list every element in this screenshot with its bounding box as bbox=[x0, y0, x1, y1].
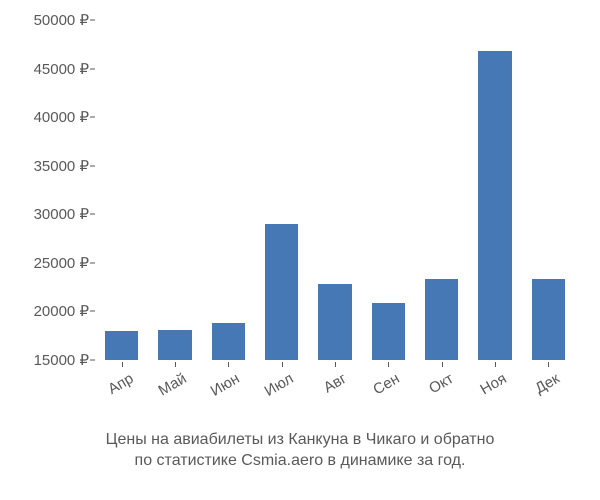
x-tick-label: Дек bbox=[523, 370, 563, 403]
bar bbox=[425, 279, 458, 360]
y-axis: 15000 ₽20000 ₽25000 ₽30000 ₽35000 ₽40000… bbox=[0, 20, 95, 360]
chart-caption: Цены на авиабилеты из Канкуна в Чикаго и… bbox=[0, 429, 600, 472]
x-tick-label: Апр bbox=[96, 370, 136, 403]
bar bbox=[372, 303, 405, 360]
x-tick-label: Окт bbox=[416, 370, 456, 403]
bar bbox=[532, 279, 565, 360]
x-tick-mark bbox=[122, 362, 123, 367]
bar bbox=[265, 224, 298, 360]
x-tick-label: Ноя bbox=[470, 370, 510, 403]
bar bbox=[105, 331, 138, 360]
y-tick-label: 40000 ₽ bbox=[34, 108, 89, 126]
plot-area bbox=[95, 20, 575, 360]
bar bbox=[158, 330, 191, 360]
y-tick-label: 45000 ₽ bbox=[34, 60, 89, 78]
x-tick-mark bbox=[548, 362, 549, 367]
x-tick-label: Июн bbox=[203, 370, 243, 403]
x-tick-label: Май bbox=[150, 370, 190, 403]
bar bbox=[478, 51, 511, 360]
y-tick-label: 50000 ₽ bbox=[34, 11, 89, 29]
x-tick-mark bbox=[388, 362, 389, 367]
x-tick-mark bbox=[175, 362, 176, 367]
bar bbox=[318, 284, 351, 360]
caption-line-1: Цены на авиабилеты из Канкуна в Чикаго и… bbox=[106, 431, 495, 448]
y-tick-label: 25000 ₽ bbox=[34, 254, 89, 272]
y-tick-label: 20000 ₽ bbox=[34, 302, 89, 320]
x-tick-label: Сен bbox=[363, 370, 403, 403]
x-tick-mark bbox=[282, 362, 283, 367]
x-tick-mark bbox=[495, 362, 496, 367]
x-tick-mark bbox=[442, 362, 443, 367]
bar bbox=[212, 323, 245, 360]
x-axis: Апр Май Июн Июл Авг Сен Окт Ноя Дек bbox=[95, 362, 575, 422]
caption-line-2: по статистике Csmia.aero в динамике за г… bbox=[135, 452, 466, 469]
y-tick-label: 15000 ₽ bbox=[34, 351, 89, 369]
x-tick-mark bbox=[335, 362, 336, 367]
x-tick-label: Июл bbox=[256, 370, 296, 403]
x-tick-label: Авг bbox=[310, 370, 350, 403]
y-tick-label: 35000 ₽ bbox=[34, 157, 89, 175]
x-tick-mark bbox=[228, 362, 229, 367]
chart-container: 15000 ₽ 20000 ₽ 25000 ₽ 30000 ₽ 35000 ₽ 40000… bbox=[0, 0, 600, 500]
y-tick-label: 30000 ₽ bbox=[34, 205, 89, 223]
